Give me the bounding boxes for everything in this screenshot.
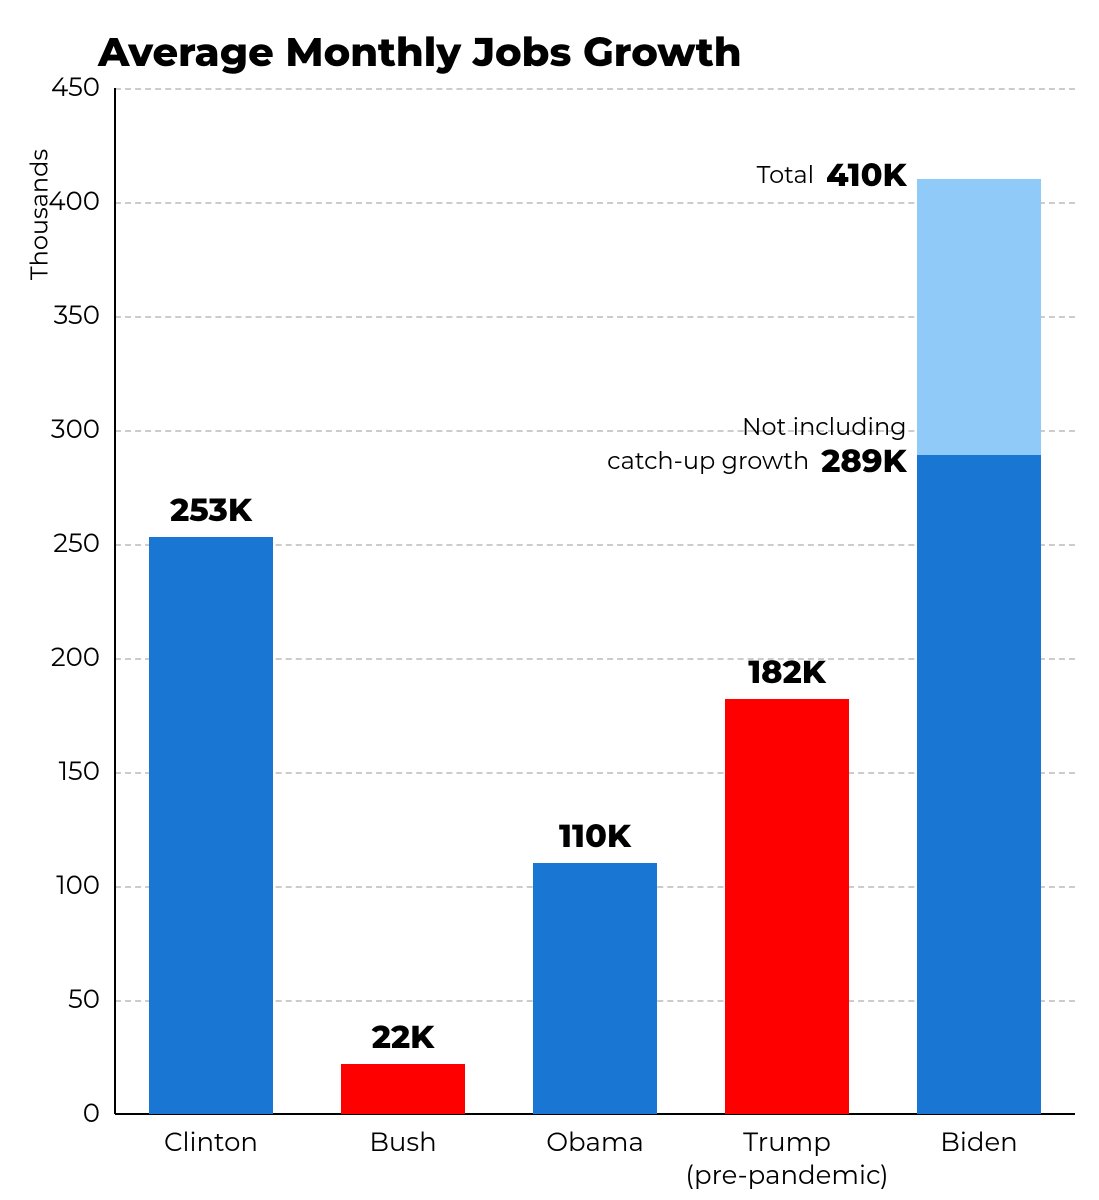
ytick-label: 250 bbox=[40, 527, 100, 559]
chart-annotation: Not includingcatch-up growth289K bbox=[607, 414, 906, 481]
chart-container: Average Monthly Jobs Growth Thousands 05… bbox=[0, 0, 1099, 1200]
ytick-label: 350 bbox=[40, 299, 100, 331]
xtick-label: Obama bbox=[546, 1126, 644, 1159]
gridline bbox=[115, 88, 1075, 90]
plot-area: 050100150200250300350400450253KClinton22… bbox=[115, 88, 1075, 1114]
xtick-label: Bush bbox=[369, 1126, 436, 1159]
xtick-label: Clinton bbox=[164, 1126, 258, 1159]
bar-obama bbox=[533, 863, 658, 1114]
ytick-label: 150 bbox=[40, 755, 100, 787]
ytick-label: 400 bbox=[40, 185, 100, 217]
bar-trump bbox=[725, 699, 850, 1114]
bar-bush bbox=[341, 1064, 466, 1114]
ytick-label: 0 bbox=[40, 1097, 100, 1129]
xtick-label: Trump(pre-pandemic) bbox=[685, 1126, 888, 1191]
y-axis bbox=[114, 88, 116, 1114]
xtick-label: Biden bbox=[940, 1126, 1018, 1159]
ytick-label: 50 bbox=[40, 983, 100, 1015]
bar-value-label: 253K bbox=[170, 491, 252, 530]
ytick-label: 450 bbox=[40, 71, 100, 103]
ytick-label: 200 bbox=[40, 641, 100, 673]
chart-annotation: Total410K bbox=[757, 157, 907, 195]
bar-value-label: 110K bbox=[559, 817, 631, 856]
bar-value-label: 22K bbox=[372, 1018, 434, 1057]
ytick-label: 300 bbox=[40, 413, 100, 445]
bar-clinton bbox=[149, 537, 274, 1114]
bar-biden bbox=[917, 455, 1042, 1114]
chart-title: Average Monthly Jobs Growth bbox=[98, 28, 742, 77]
bar-value-label: 182K bbox=[748, 653, 826, 692]
ytick-label: 100 bbox=[40, 869, 100, 901]
